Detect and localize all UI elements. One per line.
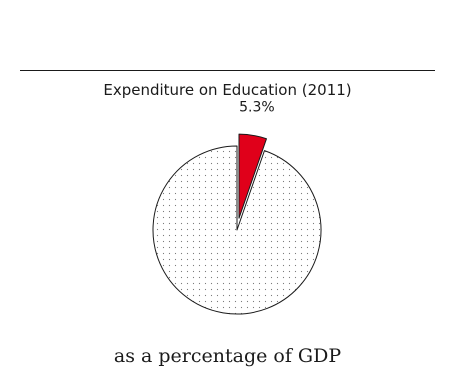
pie-slice-highlight [238, 133, 267, 219]
top-divider [20, 70, 435, 71]
chart-title: Expenditure on Education (2011) [103, 81, 352, 99]
slice-label-highlight: 5.3% [239, 100, 275, 116]
pie-slice-rest [152, 145, 322, 315]
chart-caption: as a percentage of GDP [113, 345, 342, 367]
